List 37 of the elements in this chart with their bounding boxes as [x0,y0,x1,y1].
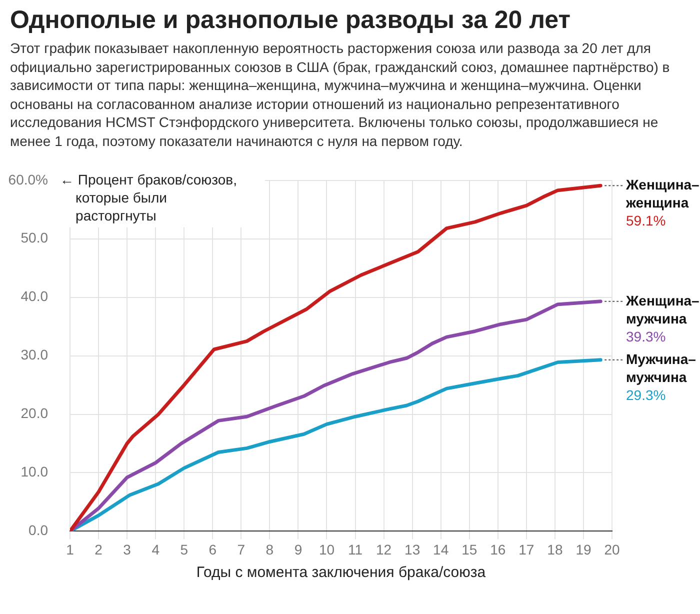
x-tick-label: 1 [66,541,74,558]
y-tick-label: 0.0 [28,522,48,538]
x-tick-label: 14 [433,541,449,558]
x-tick-label: 10 [318,541,335,558]
x-axis-title: Годы с момента заключения брака/союза [196,564,486,582]
x-tick-label: 19 [576,541,592,558]
x-tick-label: 8 [266,541,274,558]
series-label: Женщина–женщина [625,176,700,211]
y-tick-label: 10.0 [20,464,48,480]
annotation: ← Процент браков/союзов, которые были расторгнуты [60,171,238,224]
x-tick-label: 3 [123,541,132,558]
data-label: 39.3% [626,328,666,344]
chart-subtitle: Этот график показывает накопленную вероятность расторжения союза или развода за 20 лет для официально зарегистрированных союзов в США (брак, гражданский союз, домашнее партнёрство) в зависимости от типа пары: женщина–женщина, мужчина–мужчина и женщина–мужчина. Оценки основаны на согласованном анализе истории отношений из национально репрезентативного исследования HCMST Стэнфордского университета. Включены только союзы, продолжавшиеся не менее 1 года, поэтому показатели начинаются с нуля на первом году. [10,39,671,150]
data-label: 29.3% [626,386,666,403]
y-tick-label: 50.0 [20,230,48,246]
x-tick-label: 7 [237,541,246,558]
data-label: 59.1% [626,212,666,229]
y-tick-label: 20.0 [20,405,48,422]
y-tick-label: 60.0% [8,171,48,188]
x-tick-label: 2 [94,541,103,558]
series-label: Женщина–мужчина [625,292,700,326]
y-tick-label: 40.0 [20,288,48,304]
x-tick-label: 9 [294,541,302,558]
chart-title: Однополые и разнополые разводы за 20 лет [10,6,572,35]
y-tick-label: 30.0 [20,346,48,363]
x-tick-label: 11 [348,541,363,558]
x-tick-label: 15 [462,541,478,558]
x-tick-label: 12 [376,541,392,558]
x-tick-label: 13 [404,541,420,558]
x-tick-label: 4 [152,541,160,558]
x-tick-label: 17 [518,541,534,558]
x-tick-label: 16 [490,541,506,558]
x-tick-label: 5 [180,541,188,558]
x-tick-label: 6 [208,541,217,558]
series-label: Мужчина–мужчина [626,350,696,385]
x-tick-label: 20 [604,541,620,558]
x-tick-label: 18 [547,541,563,558]
